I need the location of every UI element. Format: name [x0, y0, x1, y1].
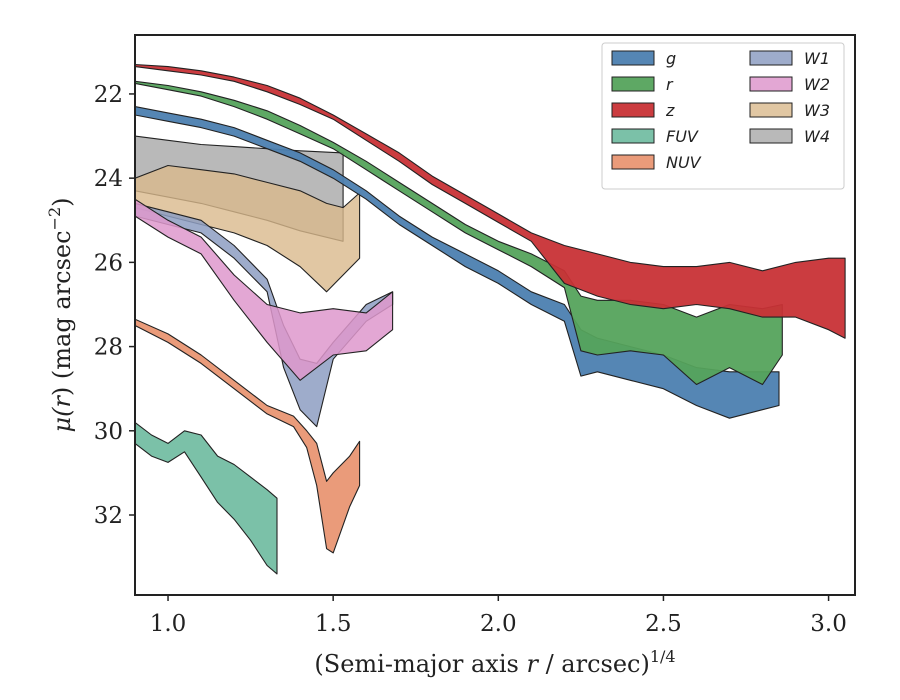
legend-swatch-nuv	[611, 154, 655, 170]
legend-label-z: z	[665, 101, 675, 120]
legend-swatch-z	[611, 102, 655, 118]
x-axis-label-suffix: / arcsec)	[538, 650, 650, 678]
y-axis-label-rest: ) (mag arcsec	[48, 230, 76, 396]
series-band-nuv	[135, 318, 361, 554]
y-axis-label-close: )	[48, 197, 76, 206]
series-band-g	[135, 106, 780, 419]
x-tick-label: 2.0	[480, 611, 517, 637]
series-band-z	[135, 63, 846, 339]
x-axis-label: (Semi-major axis r / arcsec)1/4	[314, 647, 675, 678]
legend-label-r: r	[666, 75, 674, 94]
legend-label-w1: W1	[804, 49, 830, 68]
legend-swatch-w1	[749, 50, 793, 66]
x-axis-label-prefix: (Semi-major axis	[314, 650, 526, 678]
legend-swatch-w4	[749, 128, 793, 144]
series-band-r	[135, 80, 783, 386]
x-tick-label: 2.5	[645, 611, 682, 637]
y-tick-label: 32	[94, 503, 123, 529]
legend-label-w3: W3	[804, 101, 830, 120]
y-tick-label: 22	[94, 82, 123, 108]
legend-swatch-g	[611, 50, 655, 66]
series-band-fuv	[135, 421, 278, 575]
y-tick-label: 28	[94, 335, 123, 361]
y-axis-label-var: r	[48, 395, 76, 408]
x-tick-label: 3.0	[810, 611, 847, 637]
series-band-w2	[135, 198, 394, 381]
y-tick-label: 30	[94, 419, 123, 445]
x-axis-label-var: r	[526, 650, 539, 678]
y-axis-label: μ(r) (mag arcsec−2)	[45, 197, 76, 432]
y-tick-label: 24	[94, 166, 123, 192]
series-layer	[135, 63, 846, 575]
y-axis-label-mu: μ(	[48, 407, 76, 433]
x-axis-label-exponent: 1/4	[650, 647, 676, 666]
legend-label-g: g	[666, 49, 676, 68]
legend-label-w4: W4	[804, 127, 830, 146]
legend-label-nuv: NUV	[666, 153, 702, 172]
axes-frame	[134, 34, 856, 596]
legend-label-w2: W2	[804, 75, 830, 94]
x-tick-label: 1.5	[315, 611, 352, 637]
y-axis-label-exponent: −2	[45, 207, 64, 231]
legend: grz FUV NUV W1 W2 W3 W4	[601, 42, 845, 190]
legend-swatch-w3	[749, 102, 793, 118]
legend-swatch-w2	[749, 76, 793, 92]
legend-swatch-fuv	[611, 128, 655, 144]
ticks-layer: 1.0 1.5 2.0 2.5 3.0 22 24 26 28 30 32	[94, 82, 847, 637]
x-tick-label: 1.0	[150, 611, 187, 637]
legend-label-fuv: FUV	[666, 127, 699, 146]
y-tick-label: 26	[94, 250, 123, 276]
legend-swatch-r	[611, 76, 655, 92]
